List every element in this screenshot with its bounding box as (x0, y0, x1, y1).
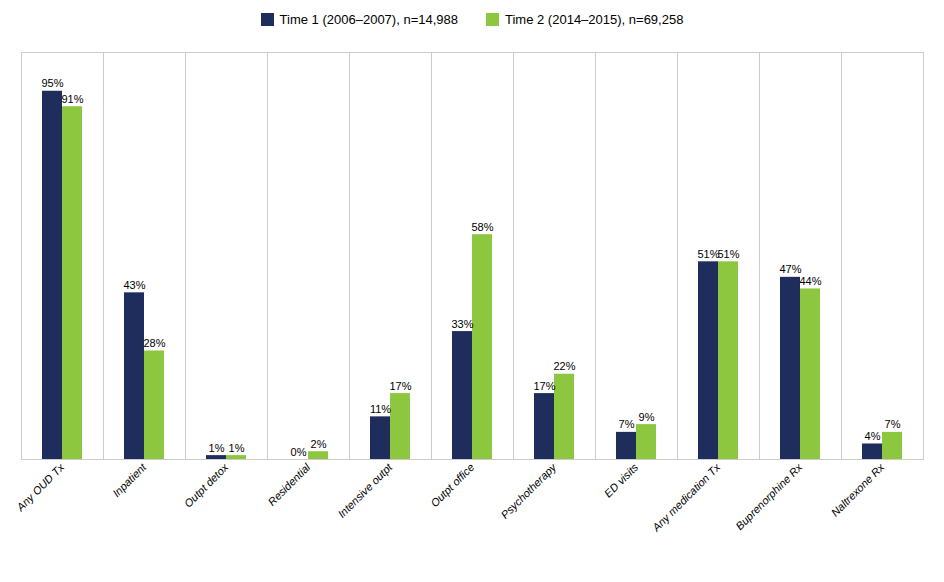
html-text:Time 1 (2006–2007), n=14,988: Time 1 (2006–2007), n=14,988 (279, 11, 458, 27)
svg-text:1%: 1% (209, 442, 225, 454)
svg-text:95%: 95% (41, 77, 63, 89)
svg-text:1%: 1% (229, 442, 245, 454)
svg-text:2%: 2% (311, 438, 327, 450)
svg-text:Buprenorphine Rx: Buprenorphine Rx (733, 461, 805, 533)
svg-text:9%: 9% (639, 411, 655, 423)
svg-text:7%: 7% (885, 418, 901, 430)
html-text:Time 2 (2014–2015), n=69,258: Time 2 (2014–2015), n=69,258 (505, 11, 684, 27)
svg-text:44%: 44% (799, 275, 821, 287)
svg-text:91%: 91% (61, 93, 83, 105)
svg-text:43%: 43% (123, 279, 145, 291)
svg-text:Inpatient: Inpatient (110, 460, 149, 499)
svg-text:4%: 4% (865, 430, 881, 442)
svg-text:Outpt office: Outpt office (428, 461, 476, 509)
svg-text:Intensive outpt: Intensive outpt (335, 460, 395, 520)
svg-text:Any medication Tx: Any medication Tx (649, 461, 723, 535)
svg-text:Residential: Residential (265, 461, 312, 508)
svg-text:Outpt detox: Outpt detox (182, 461, 231, 510)
svg-text:47%: 47% (779, 263, 801, 275)
svg-text:28%: 28% (143, 337, 165, 349)
svg-text:33%: 33% (451, 318, 473, 330)
svg-text:11%: 11% (370, 403, 391, 415)
svg-text:Any OUD Tx: Any OUD Tx (14, 461, 67, 514)
svg-text:0%: 0% (291, 446, 307, 458)
svg-text:51%: 51% (717, 248, 739, 260)
svg-text:7%: 7% (619, 418, 635, 430)
svg-text:17%: 17% (389, 380, 411, 392)
svg-text:ED visits: ED visits (602, 461, 641, 500)
svg-text:58%: 58% (471, 221, 493, 233)
svg-text:22%: 22% (553, 360, 575, 372)
svg-text:17%: 17% (533, 380, 555, 392)
svg-text:Psychotherapy: Psychotherapy (498, 460, 559, 521)
svg-text:Naltrexone Rx: Naltrexone Rx (829, 461, 887, 519)
svg-text:51%: 51% (697, 248, 719, 260)
